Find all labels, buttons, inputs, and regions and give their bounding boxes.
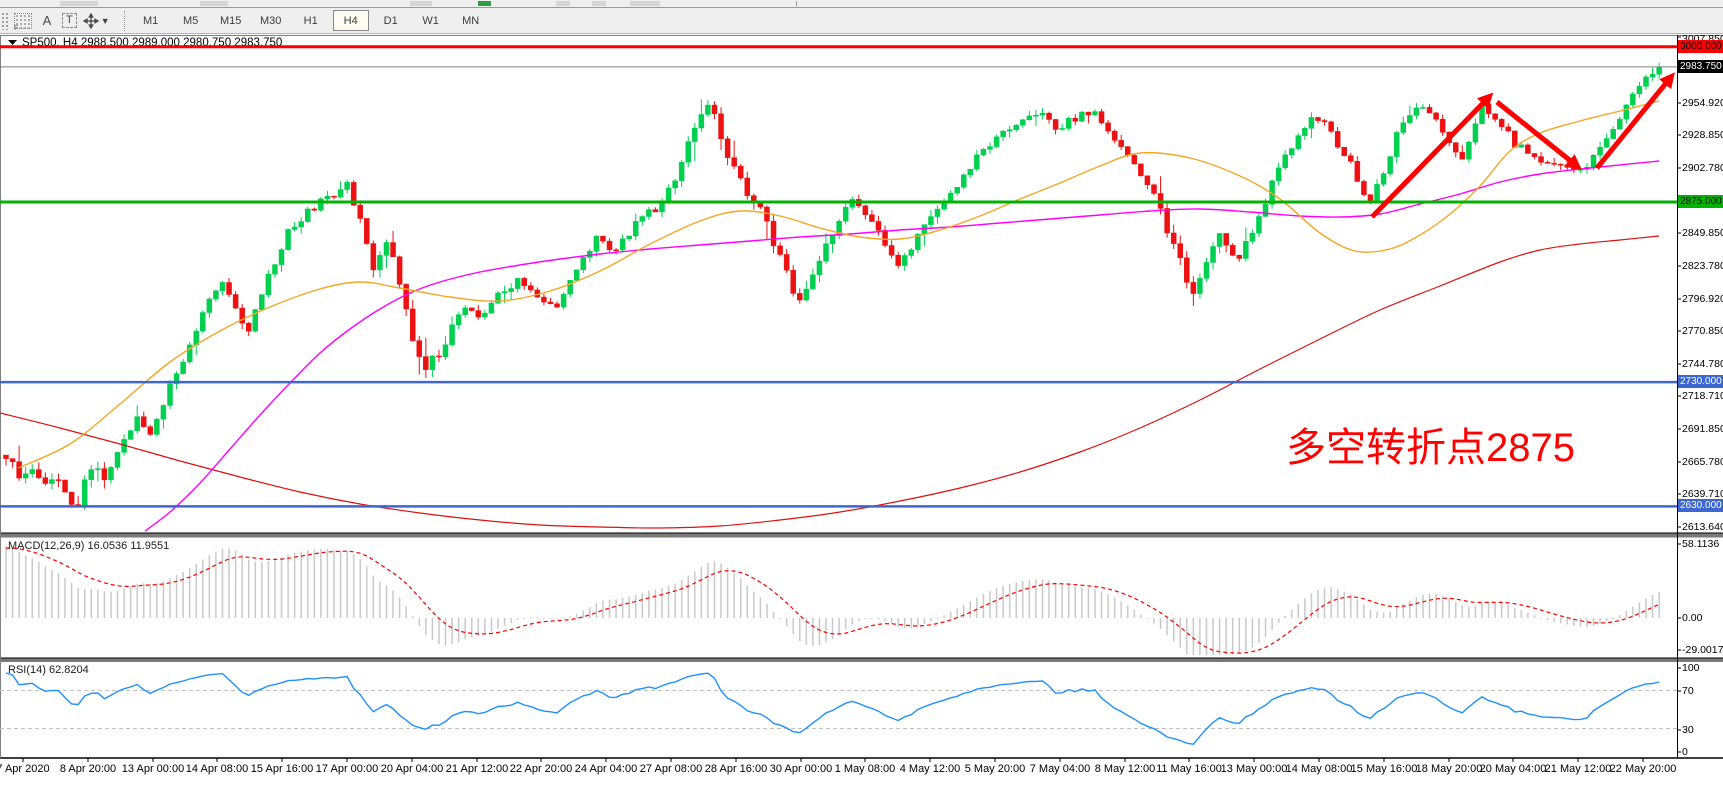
- tf-button-w1[interactable]: W1: [422, 14, 439, 27]
- time-axis-label: 21 May 12:00: [1544, 763, 1612, 775]
- clipped-toolbar-chip: [556, 1, 570, 6]
- ma-slow-red: [0, 235, 1660, 529]
- tf-button-m15[interactable]: M15: [219, 14, 242, 27]
- time-axis-label: 28 Apr 16:00: [704, 763, 768, 775]
- rsi-tick-label: 30: [1682, 724, 1694, 736]
- price-tick-label: 2639.710: [1682, 488, 1723, 500]
- trend-arrow[interactable]: [1495, 100, 1582, 170]
- annotation-text: 多空转折点2875: [1286, 426, 1575, 470]
- time-axis-label: 13 Apr 00:00: [121, 763, 185, 775]
- tf-button-h1[interactable]: H1: [303, 14, 318, 27]
- macd-tick-label: -29.0017: [1682, 644, 1723, 656]
- time-axis-label: 13 May 00:00: [1220, 763, 1288, 775]
- price-tick-label: 2902.780: [1682, 162, 1723, 174]
- price-tick-label: 2823.780: [1682, 260, 1723, 272]
- ma-mid-magenta: [144, 160, 1660, 532]
- rsi-tick-label: 0: [1682, 746, 1688, 758]
- price-tick-label: 2954.920: [1682, 97, 1723, 109]
- toolbar-separator: [123, 10, 126, 31]
- time-axis-label: 7 May 04:00: [1029, 763, 1091, 775]
- time-axis-label: 5 May 20:00: [964, 763, 1026, 775]
- time-axis-label: 14 May 08:00: [1285, 763, 1353, 775]
- rsi-tick-label: 70: [1682, 685, 1694, 697]
- rsi-tick-label: 100: [1682, 662, 1700, 674]
- price-level-badge: 2630.000: [1678, 499, 1723, 512]
- price-level-badge: 3000.000: [1678, 40, 1723, 53]
- tf-button-m30[interactable]: M30: [259, 14, 282, 27]
- time-axis-label: 22 May 20:00: [1609, 763, 1677, 775]
- macd-histogram: [5, 546, 1660, 655]
- trend-arrow[interactable]: [1370, 92, 1494, 219]
- tf-button-m5[interactable]: M5: [183, 14, 199, 27]
- rsi-name: RSI(14): [8, 664, 46, 676]
- chart-toolbar: F A T ▼ M1 M5 M15 M30 H1 H4 D1 W1 MN: [0, 8, 1723, 34]
- time-axis-label: 24 Apr 04:00: [574, 763, 638, 775]
- price-tick-label: 2613.640: [1682, 521, 1723, 533]
- time-axis-label: 8 May 12:00: [1094, 763, 1156, 775]
- time-axis-label: 17 Apr 00:00: [315, 763, 379, 775]
- time-axis-label: 11 May 16:00: [1156, 763, 1222, 775]
- rsi-value: 62.8204: [48, 664, 89, 676]
- clipped-toolbar-chip: [592, 1, 606, 6]
- time-axis-label: 14 Apr 08:00: [185, 763, 249, 775]
- macd-signal-line: [6, 547, 1660, 654]
- time-axis-label: 15 Apr 16:00: [250, 763, 314, 775]
- macd-indicator-label: MACD(12,26,9) 16.0536 11.9551: [8, 540, 169, 552]
- clipped-toolbar-chip: [200, 1, 228, 6]
- price-tick-label: 2665.780: [1682, 456, 1723, 468]
- price-tick-label: 2928.850: [1682, 129, 1723, 141]
- rsi-line: [5, 672, 1660, 745]
- text-label-icon[interactable]: A: [42, 13, 52, 28]
- time-axis-label: 22 Apr 20:00: [509, 763, 573, 775]
- time-axis-label: 1 May 08:00: [834, 763, 896, 775]
- top-toolbar-clipped-row: [0, 0, 1723, 8]
- time-axis-label: 15 May 16:00: [1350, 763, 1418, 775]
- macd-tick-label: 0.00: [1682, 612, 1703, 624]
- macd-tick-label: 58.1136: [1682, 538, 1720, 550]
- tf-button-m1[interactable]: M1: [143, 14, 159, 27]
- time-axis-label: 20 Apr 04:00: [380, 763, 444, 775]
- grid-snap-icon[interactable]: F: [14, 12, 32, 32]
- time-axis-label: 27 Apr 08:00: [639, 763, 703, 775]
- time-axis-label: 8 Apr 20:00: [59, 763, 117, 775]
- tf-button-mn[interactable]: MN: [462, 14, 480, 27]
- timeframe-bar: M1 M5 M15 M30 H1 H4 D1 W1 MN: [131, 10, 491, 31]
- price-tick-label: 2770.850: [1682, 325, 1723, 337]
- ma-fast-orange: [17, 100, 1660, 469]
- dropdown-caret-icon[interactable]: ▼: [100, 15, 110, 26]
- text-box-icon[interactable]: T: [62, 13, 77, 28]
- trend-arrow[interactable]: [1595, 72, 1675, 170]
- crosshair-move-icon: [82, 12, 99, 29]
- price-tick-label: 2691.850: [1682, 423, 1723, 435]
- clipped-toolbar-chip: [410, 1, 432, 6]
- clipped-toolbar-chip: [60, 1, 98, 6]
- time-axis-label: 21 Apr 12:00: [445, 763, 509, 775]
- clipped-toolbar-chip-green: [478, 1, 491, 6]
- tf-button-h4[interactable]: H4: [332, 10, 369, 31]
- price-tick-label: 2849.850: [1682, 227, 1723, 239]
- clipped-toolbar-separator: [796, 1, 797, 6]
- price-tick-label: 2718.710: [1682, 390, 1723, 402]
- time-axis-label: 20 May 04:00: [1479, 763, 1547, 775]
- price-level-badge: 2730.000: [1678, 375, 1723, 388]
- macd-signal-value: 11.9551: [130, 540, 170, 552]
- price-tick-label: 2744.780: [1682, 358, 1723, 370]
- price-level-badge: 2875.000: [1678, 195, 1723, 208]
- symbol-dropdown-icon: [8, 40, 17, 45]
- time-axis-label: 7 Apr 2020: [0, 763, 50, 775]
- clipped-toolbar-chip: [630, 1, 660, 6]
- tf-button-d1[interactable]: D1: [383, 14, 398, 27]
- time-axis-label: 30 Apr 00:00: [769, 763, 833, 775]
- time-axis-label: 18 May 20:00: [1415, 763, 1483, 775]
- rsi-indicator-label: RSI(14) 62.8204: [8, 664, 89, 676]
- cursor-tool-button[interactable]: ▼: [82, 12, 110, 29]
- macd-main-value: 16.0536: [87, 540, 128, 552]
- macd-name: MACD(12,26,9): [8, 540, 85, 552]
- price-level-badge: 2983.750: [1678, 60, 1723, 73]
- toolbar-drag-handle[interactable]: [1, 11, 8, 30]
- price-tick-label: 2796.920: [1682, 293, 1723, 305]
- time-axis-label: 4 May 12:00: [899, 763, 961, 775]
